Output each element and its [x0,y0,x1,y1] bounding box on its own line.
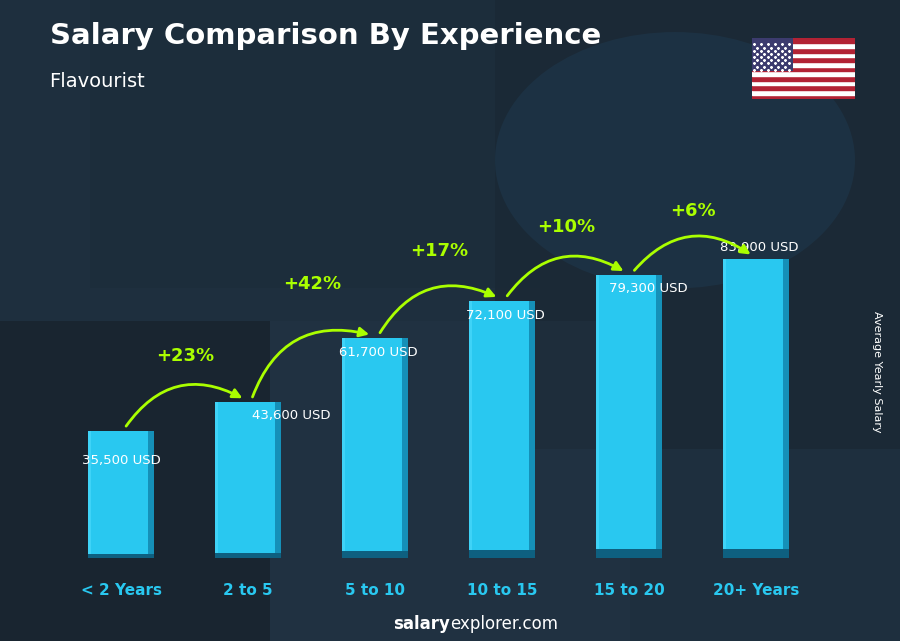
Bar [752,81,855,85]
Bar [752,57,855,62]
Bar [342,338,345,558]
Text: explorer.com: explorer.com [450,615,558,633]
Circle shape [495,32,855,288]
Bar [752,90,855,95]
Bar [597,549,662,558]
Text: +23%: +23% [156,347,214,365]
Text: Salary Comparison By Experience: Salary Comparison By Experience [50,22,601,51]
Text: 5 to 10: 5 to 10 [346,583,405,597]
Text: 15 to 20: 15 to 20 [594,583,664,597]
Text: Flavourist: Flavourist [50,72,145,91]
Text: +10%: +10% [536,218,595,236]
Bar [528,301,536,558]
Bar [270,320,630,641]
Bar [88,431,154,558]
Bar [656,275,662,558]
Text: 83,900 USD: 83,900 USD [0,640,1,641]
Text: 43,600 USD: 43,600 USD [251,409,330,422]
Bar [342,551,409,558]
Text: +6%: +6% [670,201,716,219]
Text: 43,600 USD: 43,600 USD [0,640,1,641]
Text: 83,900 USD: 83,900 USD [720,240,798,254]
Bar [88,431,91,558]
Bar [90,0,540,288]
Bar [469,550,536,558]
Bar [469,301,536,558]
Bar [783,259,789,558]
Text: salary: salary [393,615,450,633]
Text: 72,100 USD: 72,100 USD [466,309,544,322]
Bar [597,275,662,558]
Bar [752,48,855,53]
Bar [495,0,900,449]
Text: +42%: +42% [283,275,341,293]
Text: Average Yearly Salary: Average Yearly Salary [872,311,883,433]
Bar [724,259,789,558]
Text: 10 to 15: 10 to 15 [467,583,537,597]
Bar [724,259,726,558]
Bar [752,38,793,71]
Bar [724,549,789,558]
Bar [752,95,855,99]
Bar [469,301,472,558]
Bar [274,403,281,558]
Bar [752,85,855,90]
Bar [342,338,409,558]
Bar [752,76,855,81]
Bar [148,431,154,558]
Text: 35,500 USD: 35,500 USD [82,454,160,467]
Text: 20+ Years: 20+ Years [713,583,799,597]
Bar [752,71,855,76]
Text: < 2 Years: < 2 Years [81,583,162,597]
Bar [597,275,598,558]
Bar [215,403,281,558]
Text: +17%: +17% [410,242,468,260]
Bar [752,62,855,67]
Text: 79,300 USD: 79,300 USD [0,640,1,641]
Bar [215,403,218,558]
Text: 72,100 USD: 72,100 USD [0,640,1,641]
Text: 61,700 USD: 61,700 USD [0,640,1,641]
Text: 35,500 USD: 35,500 USD [0,640,1,641]
Bar [752,53,855,57]
Bar [215,553,281,558]
Text: 61,700 USD: 61,700 USD [339,345,418,359]
Bar [401,338,409,558]
Text: 2 to 5: 2 to 5 [223,583,273,597]
Bar [752,67,855,71]
Text: 79,300 USD: 79,300 USD [609,283,688,296]
Bar [752,38,855,43]
Bar [88,554,154,558]
Bar [752,43,855,48]
Bar [0,320,270,641]
